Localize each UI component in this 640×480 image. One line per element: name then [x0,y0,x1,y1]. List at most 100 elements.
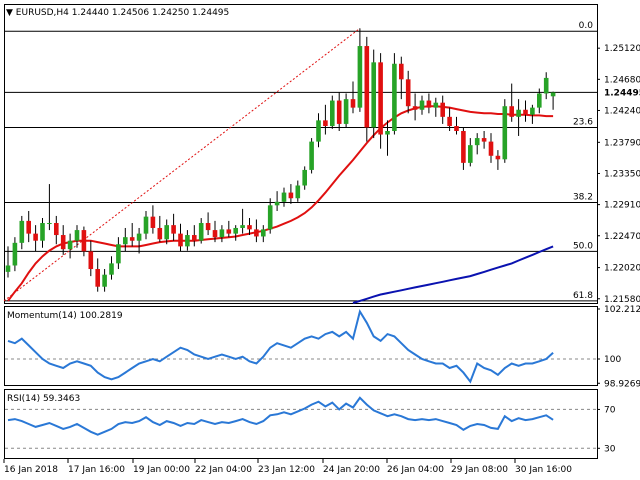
candle [60,225,66,255]
fib-level-label: 23.6 [573,117,593,127]
candle [426,93,432,114]
momentum-axis: 102.212 100 98.9269 [597,305,640,389]
time-tick-label: 24 Jan 20:00 [323,465,380,475]
candle-body [281,192,287,202]
candle [550,91,556,110]
momentum-title: Momentum(14) 100.2819 [7,311,123,321]
candle [516,99,521,136]
candle-body [336,100,342,124]
candle-body [323,120,328,127]
candle [295,180,301,202]
candle [454,116,459,135]
candle-body [5,265,11,272]
rsi-title: RSI(14) 59.3463 [7,394,80,404]
price-tick-label: 1.24240 [604,106,640,116]
candle-body [419,100,425,110]
trend-line [3,27,361,302]
fib-level-label: 61.8 [573,291,593,301]
candle [364,36,370,142]
candle-body [330,100,335,127]
candle [54,215,59,245]
candle [19,215,25,250]
candle-body [116,244,121,264]
candle [468,138,473,167]
candle-body [523,109,528,115]
candle [47,184,52,231]
candle-body [157,227,163,240]
candle [357,28,363,112]
candle [88,240,94,277]
candle-body [488,141,494,156]
time-axis: 16 Jan 2018 17 Jan 16:00 19 Jan 00:00 22 Ja… [3,459,572,475]
momentum-line [5,308,597,384]
candle-body [385,130,390,135]
candle-body [447,116,452,127]
moving-averages [7,105,554,304]
candle-body [357,46,363,108]
candle-body [343,99,349,124]
candle [461,127,466,170]
candle-body [261,229,266,237]
candle [102,269,107,292]
candle [157,215,163,243]
candle [136,227,142,254]
candle [509,83,514,122]
candle-body [516,109,521,117]
candle [123,227,128,252]
candle [316,113,321,148]
candle [67,233,73,259]
candle-body [274,201,280,206]
candle-body [171,225,176,234]
candle-body [550,92,556,97]
candle [205,212,211,236]
candle-body [26,220,31,234]
candle-body [178,233,183,247]
candle-body [267,205,273,230]
candle-body [543,77,549,94]
candle [164,219,169,245]
candle [185,230,190,251]
candle-body [537,93,542,108]
candle-body [405,79,411,107]
candle [502,99,508,163]
candle [219,225,225,243]
trend-line-segment [3,27,361,302]
price-tick-label: 1.22470 [604,232,640,242]
candle-body [205,223,211,231]
candle [495,150,501,170]
candle-body [433,102,439,108]
candle-body [240,225,245,228]
rsi-panel-border [4,389,598,459]
candle-body [254,229,259,237]
candle [419,95,425,115]
rsi-axis: 70 30 [597,405,616,454]
candle-body [454,126,459,131]
last-price-label: 1.24495 [604,88,640,98]
candle [109,256,114,280]
candle [433,97,439,117]
candle-body [129,237,135,241]
candle-body [392,63,397,131]
candle [150,205,156,234]
momentum-panel: 102.212 100 98.9269 Momentum(14) 100.2819 [4,305,640,389]
candle-body [33,233,38,241]
candle [350,81,356,114]
candle-body [399,63,404,80]
candle [26,210,31,243]
candle [274,191,280,211]
candle [81,226,87,257]
candle-body [109,263,114,275]
momentum-panel-border [4,306,598,386]
main-panel-border [4,4,598,304]
candle-body [67,240,73,250]
oscillator-tick-label: 98.9269 [604,379,640,389]
candle-body [198,223,204,241]
candle-body [81,230,87,252]
candle [178,223,183,252]
candle-body [316,120,321,142]
candle [240,208,245,234]
candle-body [302,169,307,186]
time-tick-label: 30 Jan 16:00 [515,465,572,475]
candle-body [426,100,432,108]
